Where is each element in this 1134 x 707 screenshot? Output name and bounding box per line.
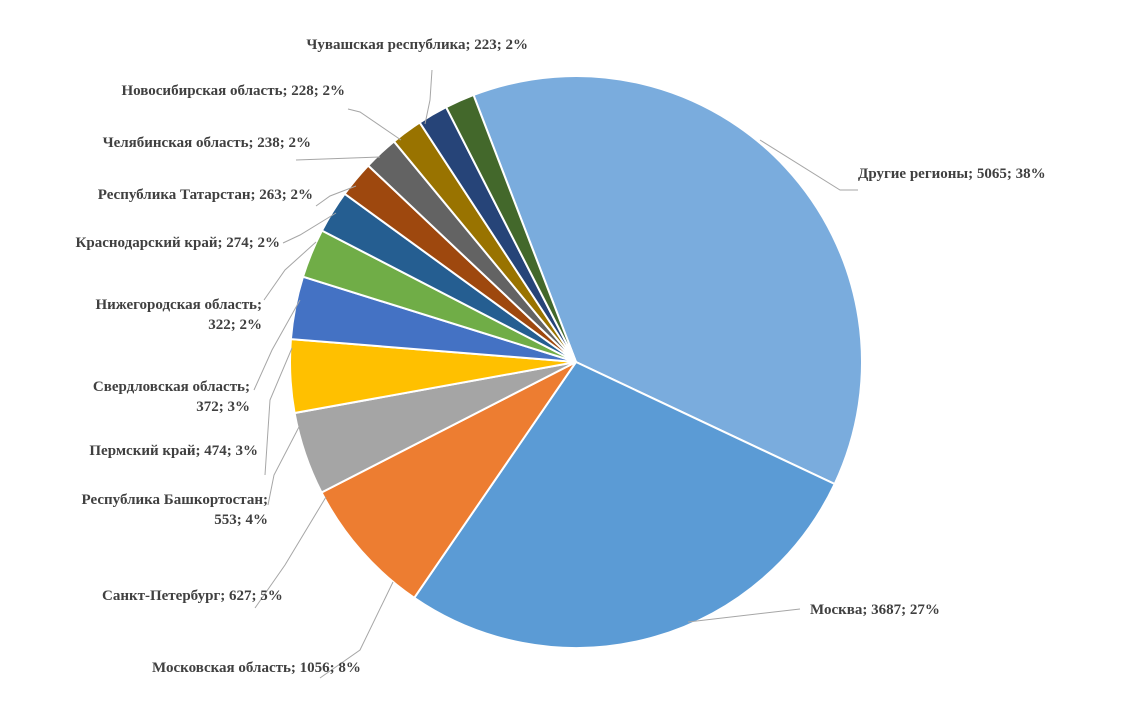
leader-line-11 [295, 156, 381, 161]
data-label-line: 372; 3% [196, 399, 250, 415]
data-label-line: 322; 2% [208, 317, 262, 333]
leader-line-7 [253, 299, 301, 391]
data-label-line: Санкт-Петербург; 627; 5% [102, 588, 283, 604]
leader-line-1 [759, 139, 858, 191]
pie-slice-1 [472, 75, 863, 486]
pie-slice-3 [320, 361, 577, 600]
leader-lines [253, 69, 858, 679]
data-label-line: Нижегородская область; [95, 297, 262, 313]
data-label-6: Пермский край; 474; 3% [89, 443, 258, 459]
data-label-line: Другие регионы; 5065; 38% [858, 166, 1046, 182]
data-label-10: Республика Татарстан; 263; 2% [98, 187, 313, 203]
data-label-5: Республика Башкортостан; 553; 4% [82, 492, 268, 528]
leader-line-12 [347, 108, 402, 141]
data-labels: Другие регионы; 5065; 38% Москва; 3687; 2… [76, 37, 1046, 676]
pie-slice-13 [444, 93, 577, 363]
data-label-9: Краснодарский край; 274; 2% [76, 235, 280, 251]
data-label-line: 553; 4% [214, 512, 268, 528]
data-label-1: Другие регионы; 5065; 38% [858, 166, 1046, 182]
leader-line-4 [254, 496, 327, 609]
leader-line-3 [319, 581, 394, 679]
data-label-4: Санкт-Петербург; 627; 5% [102, 588, 283, 604]
data-label-3: Московская область; 1056; 8% [152, 660, 361, 676]
data-label-line: Краснодарский край; 274; 2% [76, 235, 280, 251]
pie-slices [289, 75, 863, 649]
leader-line-8 [263, 241, 317, 301]
leader-line-9 [282, 212, 337, 244]
data-label-line: Новосибирская область; 228; 2% [121, 83, 345, 99]
data-label-line: Пермский край; 474; 3% [89, 443, 258, 459]
leader-line-6 [264, 347, 293, 476]
data-label-2: Москва; 3687; 27% [810, 602, 940, 618]
data-label-line: Челябинская область; 238; 2% [103, 135, 311, 151]
data-label-line: Московская область; 1056; 8% [152, 660, 361, 676]
data-label-11: Челябинская область; 238; 2% [103, 135, 311, 151]
data-label-12: Новосибирская область; 228; 2% [121, 83, 345, 99]
data-label-13: Чувашская республика; 223; 2% [306, 37, 528, 53]
data-label-line: Москва; 3687; 27% [810, 602, 940, 618]
data-label-line: Республика Татарстан; 263; 2% [98, 187, 313, 203]
data-label-7: Свердловская область; 372; 3% [93, 379, 250, 415]
pie-slice-2 [412, 360, 836, 649]
leader-line-13 [424, 69, 433, 125]
data-label-line: Свердловская область; [93, 379, 250, 395]
data-label-line: Чувашская республика; 223; 2% [306, 37, 528, 53]
leader-line-5 [267, 424, 301, 506]
data-label-line: Республика Башкортостан; [82, 492, 268, 508]
data-label-8: Нижегородская область; 322; 2% [95, 297, 262, 333]
leader-line-10 [315, 185, 357, 207]
leader-line-2 [687, 608, 801, 623]
